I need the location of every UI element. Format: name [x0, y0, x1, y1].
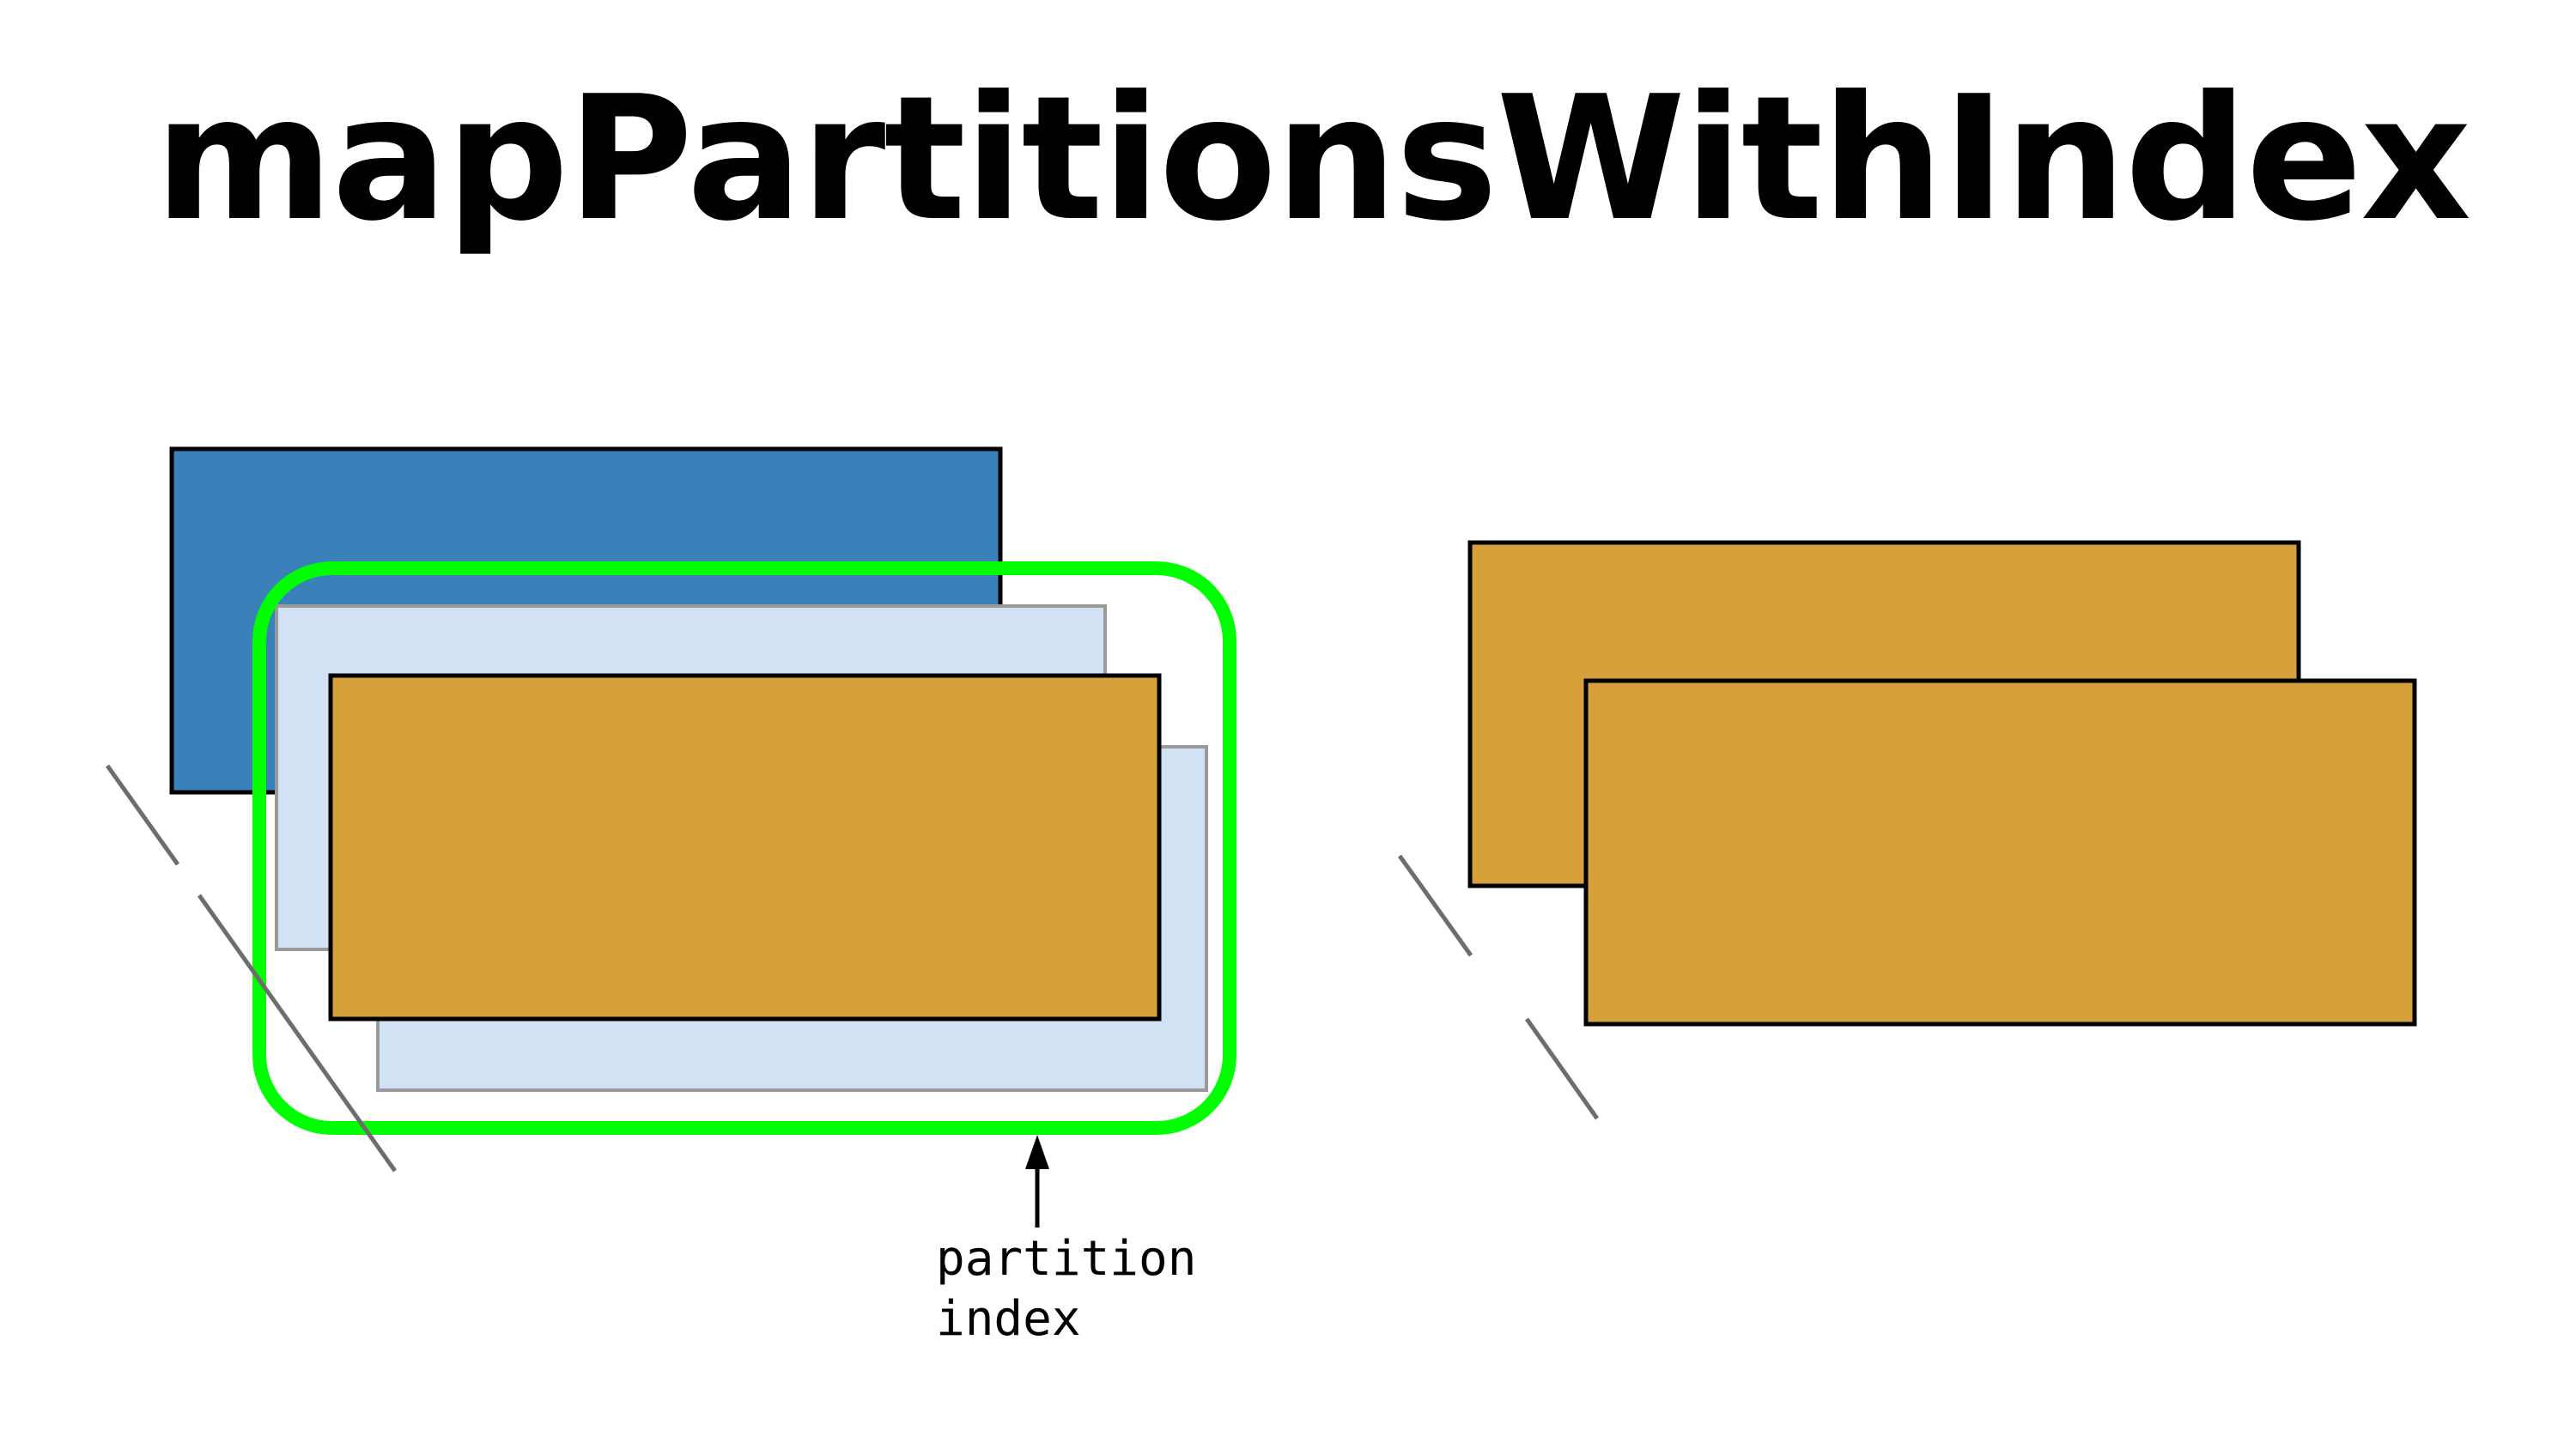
input-rdd [105, 446, 1236, 1173]
partition-highlight-outline [252, 561, 1236, 1135]
output-partition-front [1583, 678, 2417, 1027]
arrow-up-icon [1025, 1135, 1049, 1169]
partition-index-pointer [1025, 1135, 1049, 1228]
continuation-dash-3 [1397, 854, 1473, 957]
partition-index-label-line2: index [936, 1291, 1081, 1347]
continuation-dash-1 [105, 764, 180, 866]
slide-title: mapPartitionsWithIndex [155, 59, 2471, 259]
continuation-dash-2 [197, 894, 398, 1173]
mapped-partition-highlighted [328, 673, 1162, 1022]
partition-index-label: partition index [936, 1229, 1196, 1349]
partition-index-label-line1: partition [936, 1231, 1197, 1287]
output-rdd [1397, 540, 2417, 1120]
continuation-dash-4 [1524, 1017, 1600, 1120]
